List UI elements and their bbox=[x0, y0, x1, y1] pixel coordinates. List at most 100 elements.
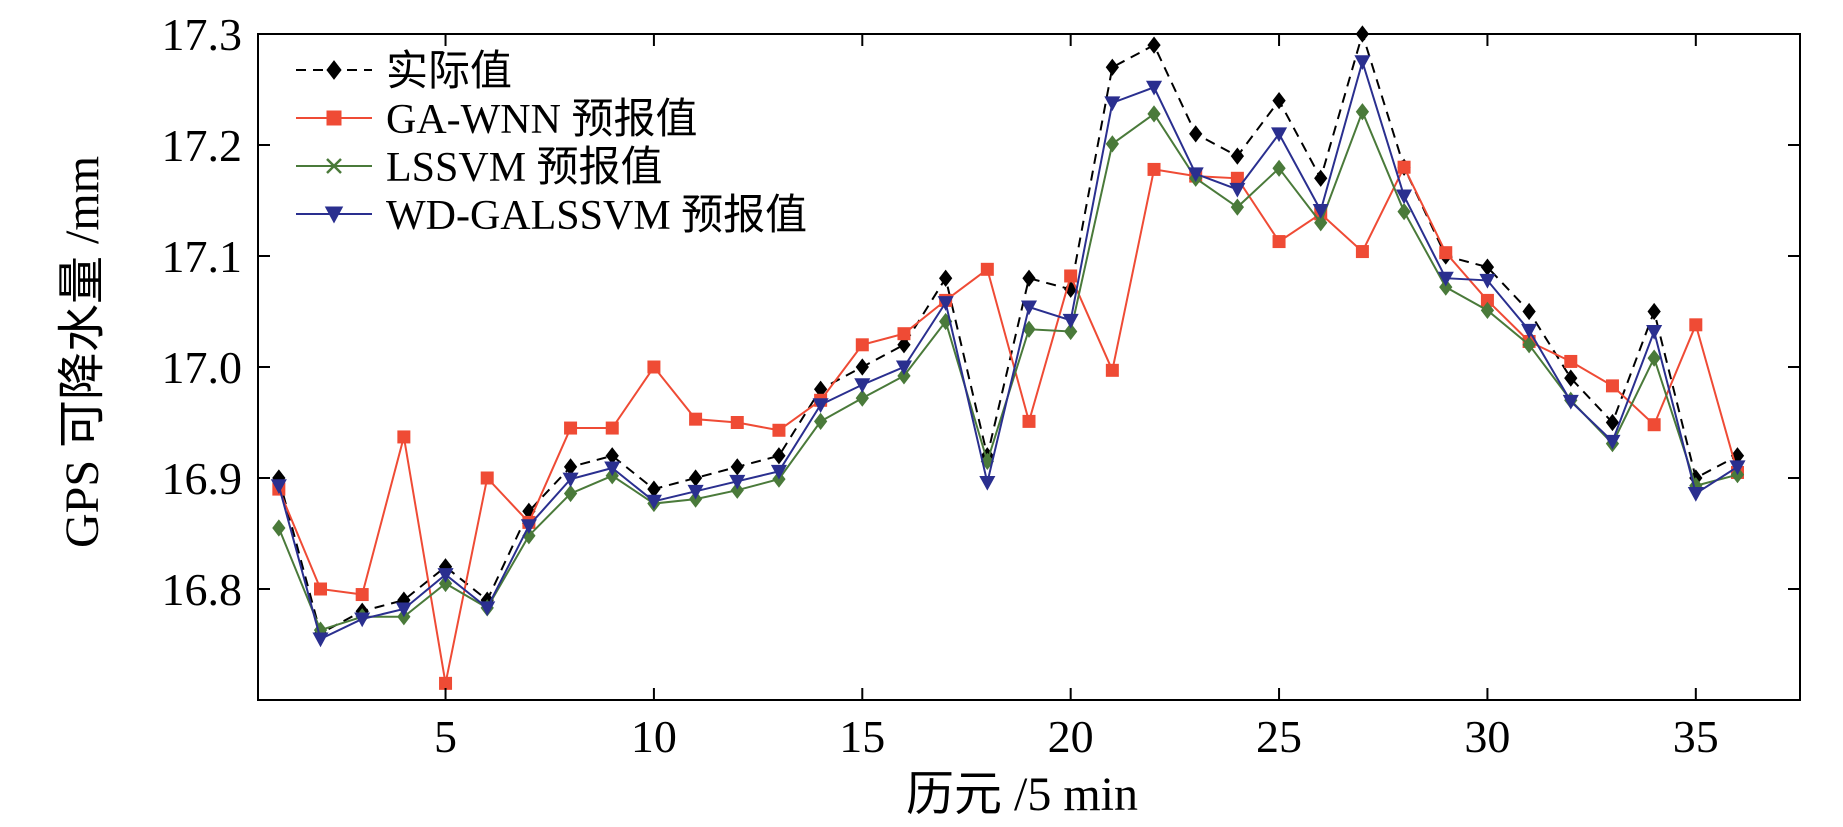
data-point-lssvm bbox=[897, 367, 911, 385]
data-point-ga-wnn bbox=[855, 338, 869, 352]
data-point-ga-wnn bbox=[1605, 379, 1619, 393]
data-point-wd-galssvm bbox=[437, 568, 454, 583]
data-point-wd-galssvm bbox=[854, 378, 871, 394]
data-point-wd-galssvm bbox=[604, 461, 621, 477]
data-point-actual bbox=[855, 358, 869, 376]
data-point-ga-wnn bbox=[1355, 245, 1369, 259]
data-point-actual bbox=[1314, 169, 1328, 187]
data-point-actual bbox=[1647, 302, 1661, 321]
data-point-ga-wnn bbox=[1647, 418, 1661, 432]
data-point-lssvm bbox=[1439, 278, 1453, 296]
data-point-wd-galssvm bbox=[1437, 271, 1454, 287]
data-point-wd-galssvm bbox=[479, 601, 496, 617]
data-point-actual bbox=[1522, 302, 1536, 321]
data-point-wd-galssvm bbox=[312, 632, 329, 648]
data-point-wd-galssvm bbox=[687, 484, 704, 500]
x-tick-label: 25 bbox=[1256, 711, 1302, 762]
series-line-ga-wnn bbox=[277, 164, 1739, 684]
data-point-wd-galssvm bbox=[1562, 394, 1579, 410]
data-point-wd-galssvm bbox=[354, 612, 371, 628]
data-point-wd-galssvm bbox=[1145, 80, 1163, 96]
data-point-wd-galssvm bbox=[520, 519, 537, 534]
legend-label: LSSVM 预报值 bbox=[386, 145, 663, 191]
data-point-actual bbox=[1564, 369, 1578, 387]
data-point-lssvm bbox=[1647, 349, 1661, 367]
data-point-lssvm bbox=[1397, 202, 1411, 221]
data-point-actual bbox=[1189, 125, 1203, 143]
data-point-lssvm bbox=[1314, 214, 1328, 232]
data-point-wd-galssvm bbox=[1312, 203, 1329, 219]
series-ga-wnn bbox=[272, 160, 1744, 690]
data-point-actual bbox=[605, 447, 619, 465]
data-point-wd-galssvm bbox=[1187, 167, 1204, 183]
x-axis-label: 历元 /5 min bbox=[906, 768, 1138, 821]
data-point-wd-galssvm bbox=[1020, 300, 1038, 316]
data-point-ga-wnn bbox=[772, 423, 786, 437]
data-point-lssvm bbox=[1147, 105, 1161, 123]
data-point-ga-wnn bbox=[314, 582, 328, 596]
x-tick-label: 5 bbox=[434, 711, 457, 762]
data-point-ga-wnn bbox=[1397, 160, 1411, 174]
data-point-lssvm bbox=[855, 389, 869, 407]
data-point-ga-wnn bbox=[980, 262, 994, 276]
data-point-ga-wnn bbox=[1439, 246, 1453, 260]
plot-layer bbox=[270, 25, 1746, 690]
x-tick-label: 30 bbox=[1464, 711, 1510, 762]
data-point-ga-wnn bbox=[564, 421, 578, 435]
data-point-actual bbox=[1605, 413, 1620, 432]
data-point-ga-wnn bbox=[355, 588, 369, 602]
x-tick-label: 10 bbox=[631, 711, 677, 762]
legend-item-actual: 实际值 bbox=[296, 48, 512, 95]
data-point-wd-galssvm bbox=[1062, 313, 1079, 329]
data-point-actual bbox=[1272, 91, 1286, 110]
data-point-actual bbox=[939, 269, 953, 287]
data-point-wd-galssvm bbox=[1396, 189, 1413, 205]
x-tick-label: 15 bbox=[839, 711, 885, 762]
data-point-lssvm bbox=[1480, 301, 1495, 320]
legend-swatch-marker bbox=[326, 60, 342, 80]
data-point-ga-wnn bbox=[1689, 318, 1703, 332]
legend-label: 实际值 bbox=[386, 48, 512, 95]
data-point-ga-wnn bbox=[897, 327, 911, 341]
data-point-lssvm bbox=[1230, 198, 1245, 216]
data-point-wd-galssvm bbox=[979, 475, 996, 491]
series-wd-galssvm bbox=[270, 55, 1746, 648]
data-point-wd-galssvm bbox=[1229, 182, 1246, 198]
data-point-ga-wnn bbox=[1147, 162, 1161, 176]
data-point-ga-wnn bbox=[1272, 235, 1286, 249]
data-point-wd-galssvm bbox=[1354, 55, 1371, 70]
data-point-wd-galssvm bbox=[1521, 323, 1538, 339]
data-point-lssvm bbox=[1064, 322, 1078, 341]
data-point-ga-wnn bbox=[397, 430, 411, 444]
data-point-wd-galssvm bbox=[895, 360, 913, 376]
y-tick-label: 17.3 bbox=[162, 9, 243, 60]
legend-item-lssvm: LSSVM 预报值 bbox=[296, 145, 663, 191]
data-point-ga-wnn bbox=[439, 676, 453, 690]
data-point-wd-galssvm bbox=[770, 464, 787, 480]
data-point-lssvm bbox=[813, 412, 828, 431]
x-tick-label: 35 bbox=[1673, 711, 1719, 762]
data-point-lssvm bbox=[272, 519, 286, 537]
data-point-actual bbox=[1022, 269, 1036, 287]
data-point-wd-galssvm bbox=[1271, 127, 1288, 143]
data-point-wd-galssvm bbox=[1646, 324, 1663, 340]
legend-swatch-marker bbox=[326, 110, 342, 126]
data-point-ga-wnn bbox=[1564, 354, 1578, 368]
data-point-wd-galssvm bbox=[812, 398, 829, 413]
series-line-wd-galssvm bbox=[277, 58, 1739, 641]
data-point-wd-galssvm bbox=[1479, 273, 1496, 289]
axis-layer: 5 10 15 20 25 30 35 16.8 16.9 17.0 17.1 17.2 17.3 bbox=[162, 9, 1801, 762]
y-axis-label: GPS 可降水量 /mm bbox=[56, 156, 109, 548]
data-point-wd-galssvm bbox=[729, 474, 746, 490]
x-tick-label: 20 bbox=[1048, 711, 1094, 762]
data-point-lssvm bbox=[1522, 336, 1536, 354]
data-point-wd-galssvm bbox=[937, 296, 954, 311]
data-point-lssvm bbox=[438, 574, 453, 593]
data-point-lssvm bbox=[730, 481, 744, 499]
data-point-wd-galssvm bbox=[270, 479, 287, 495]
data-point-ga-wnn bbox=[605, 421, 619, 435]
legend-item-wd-galssvm: WD-GALSSVM 预报值 bbox=[296, 193, 807, 239]
data-point-wd-galssvm bbox=[1687, 487, 1704, 502]
